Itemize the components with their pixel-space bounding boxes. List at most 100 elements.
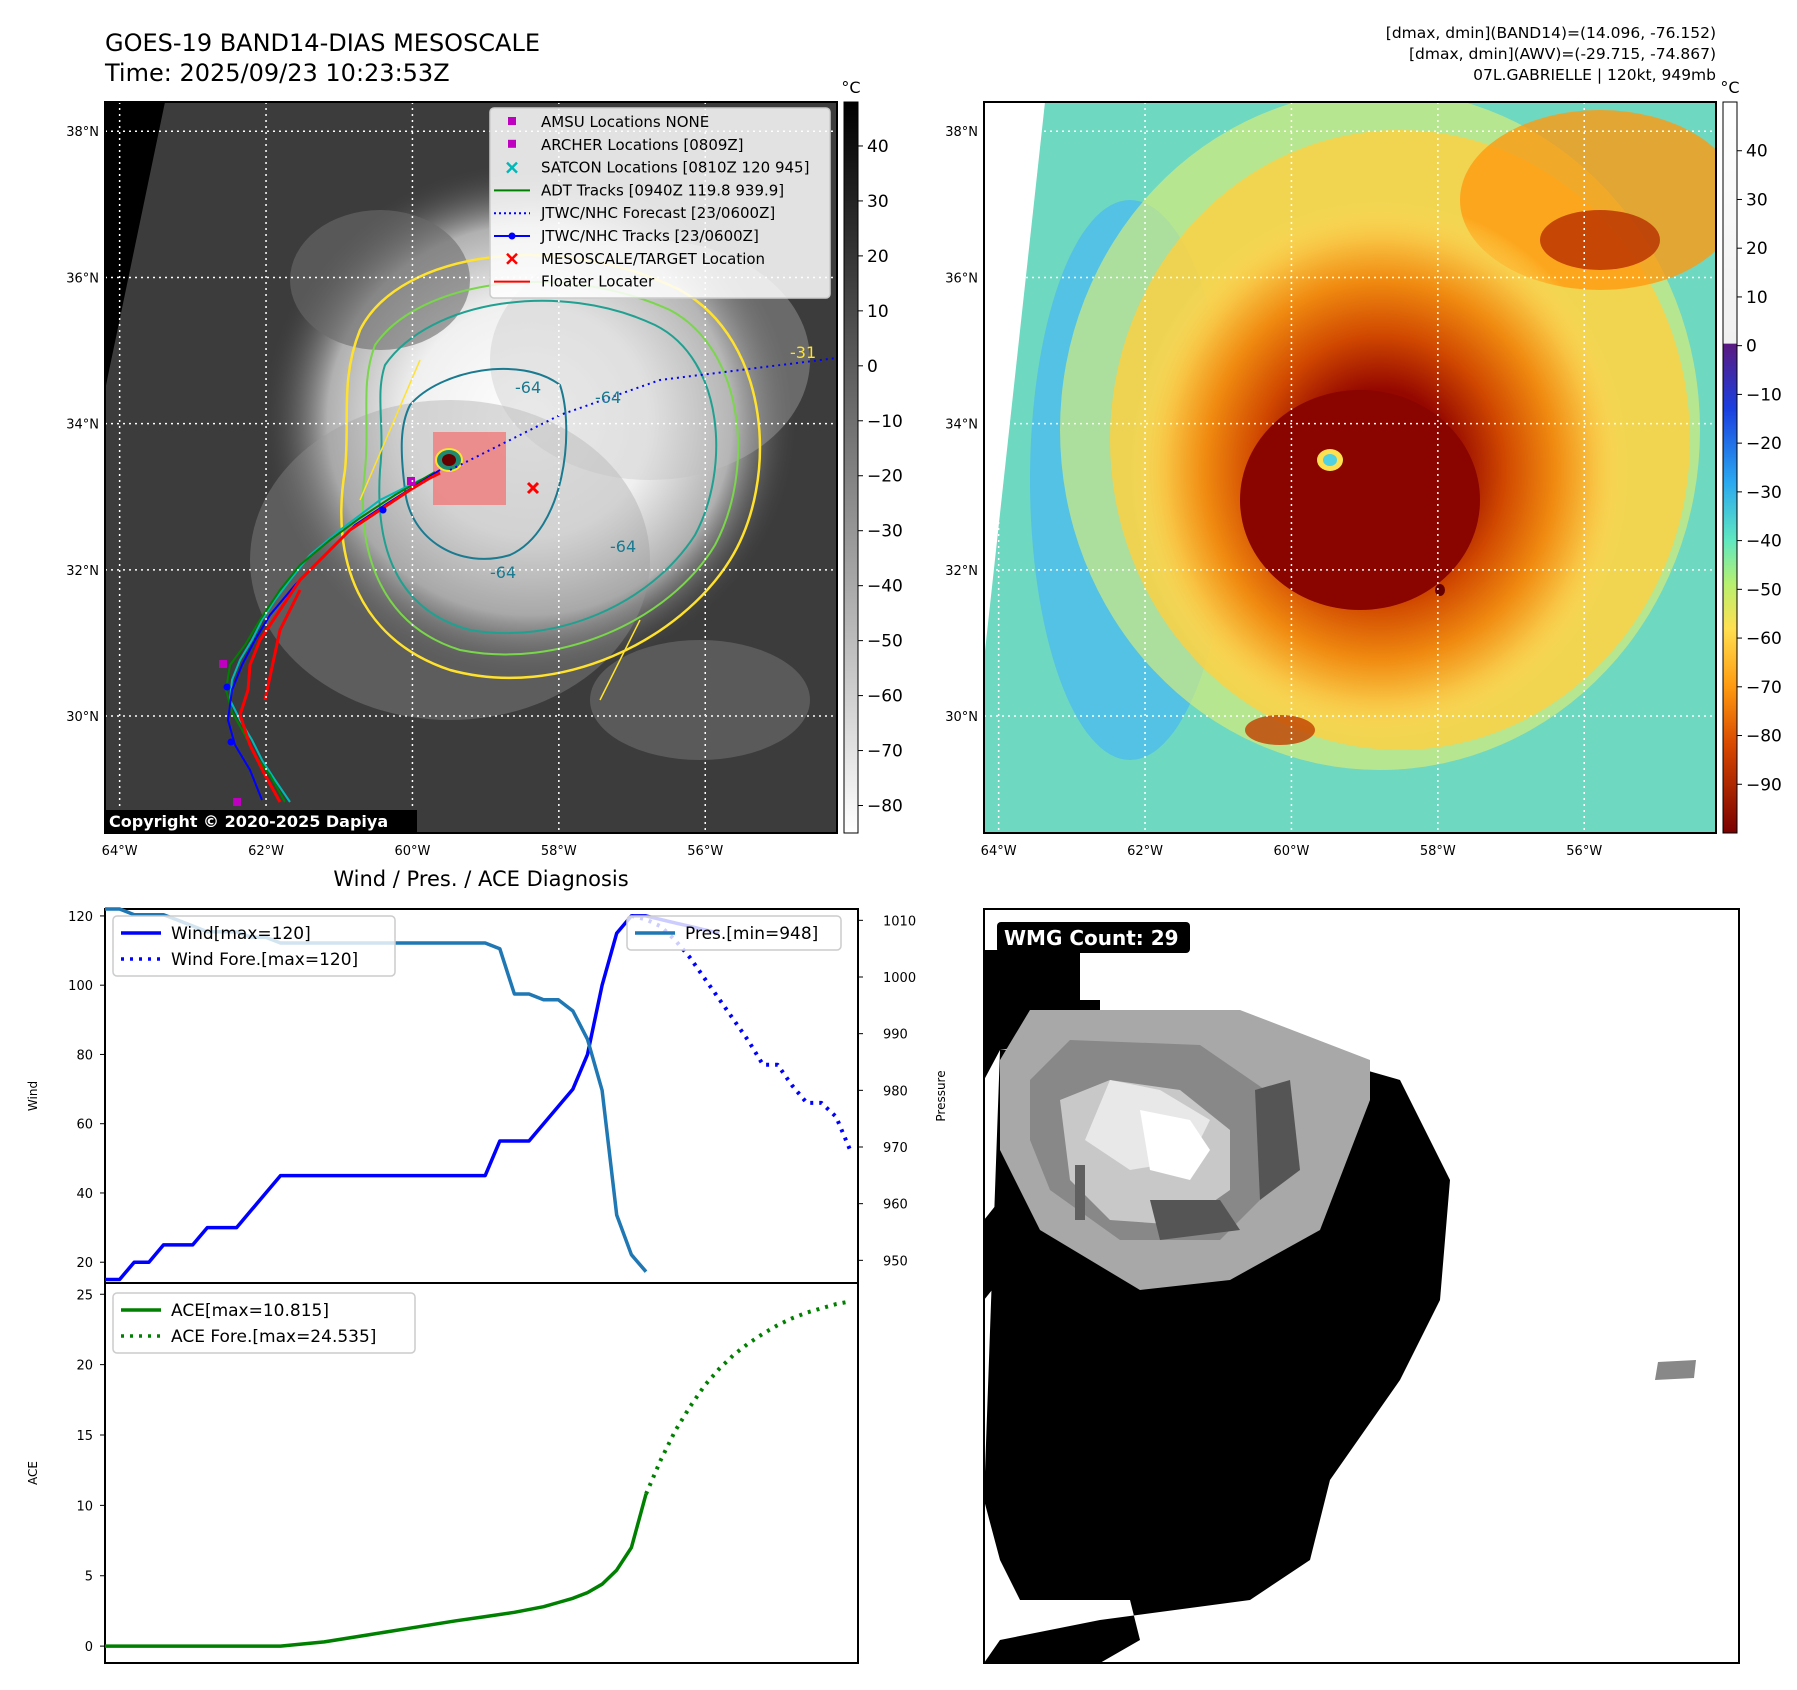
ir-colorbar-ticklabel: 20 [867, 247, 889, 267]
ace-legend-label: ACE Fore.[max=24.535] [171, 1327, 376, 1347]
target-location-marker [526, 481, 540, 495]
dias-lon-label: 64°W [981, 844, 1017, 859]
wind-legend-label: Pres.[min=948] [685, 924, 818, 944]
ir-colorbar-ticklabel: −70 [867, 742, 903, 762]
diag-title: Wind / Pres. / ACE Diagnosis [333, 867, 628, 891]
contour-label-4: -64 [610, 537, 636, 556]
dias-lon-label: 56°W [1566, 844, 1602, 859]
ace-series-1 [644, 1299, 852, 1495]
map-legend-item: AMSU Locations NONE [508, 113, 709, 131]
wind-ytick-right-label: 1000 [883, 971, 916, 986]
wind-ytick-label: 100 [68, 979, 93, 994]
map-legend-label: MESOSCALE/TARGET Location [541, 250, 765, 268]
ir-lon-label: 58°W [541, 844, 577, 859]
dias-map-gridlines [984, 102, 1716, 833]
ir-colorbar-ticklabel: −30 [867, 522, 903, 542]
ir-lat-label: 36°N [66, 271, 99, 286]
dias-lon-label: 58°W [1420, 844, 1456, 859]
contour-label-1: -64 [515, 378, 541, 397]
ace-ytick-label: 10 [76, 1499, 93, 1514]
map-legend-label: ADT Tracks [0940Z 119.8 939.9] [541, 181, 784, 199]
ir-colorbar-ticklabel: 0 [867, 357, 878, 377]
wind-ytick-right-label: 950 [883, 1254, 908, 1269]
wind-legend: Pres.[min=948] [626, 915, 842, 951]
dias-colorbar-ticklabel: −50 [1746, 580, 1782, 600]
wmg-count-label: WMG Count: 29 [1004, 926, 1179, 950]
map-legend-item: JTWC/NHC Forecast [23/0600Z] [494, 204, 775, 222]
map-legend-label: ARCHER Locations [0809Z] [541, 136, 744, 154]
dias-lat-label: 38°N [945, 125, 978, 140]
dias-lat-label: 34°N [945, 418, 978, 433]
dias-colorbar: °C 40 30 20 10 0 −10 −20 −30 −40 −50 −60 −70 −80 −90 [1720, 78, 1782, 834]
dias-colorbar-ticklabel: −80 [1746, 727, 1782, 747]
contour-label-2: -64 [595, 388, 621, 407]
figure-title: GOES-19 BAND14-DIAS MESOSCALE [105, 29, 540, 57]
wind-ytick-label: 60 [76, 1118, 93, 1133]
wind-ylabel-right: Pressure [934, 1070, 948, 1121]
ir-lat-label: 32°N [66, 564, 99, 579]
map-legend-label: JTWC/NHC Forecast [23/0600Z] [540, 204, 775, 222]
map-legend-item: Floater Locater [494, 273, 655, 291]
map-legend-item: SATCON Locations [0810Z 120 945] [506, 159, 809, 177]
dias-colorbar-ticklabel: 20 [1746, 239, 1768, 259]
ir-lat-label: 30°N [66, 710, 99, 725]
dias-colorbar-ticklabel: −70 [1746, 678, 1782, 698]
ir-colorbar-ticklabel: −10 [867, 412, 903, 432]
wind-ytick-label: 120 [68, 910, 93, 925]
ir-lon-label: 60°W [394, 844, 430, 859]
dias-colorbar-ticklabel: −10 [1746, 385, 1782, 405]
wind-ytick-right-label: 960 [883, 1198, 908, 1213]
ace-legend: ACE[max=10.815] ACE Fore.[max=24.535] [112, 1292, 416, 1354]
ir-colorbar-ticklabel: −20 [867, 467, 903, 487]
map-legend-label: JTWC/NHC Tracks [23/0600Z] [540, 227, 759, 245]
ir-lon-label: 64°W [102, 844, 138, 859]
ir-colorbar-ticklabel: 10 [867, 302, 889, 322]
ace-series-0 [105, 1493, 648, 1648]
wind-series-0 [105, 914, 720, 1282]
dias-colorbar-ticklabel: −40 [1746, 532, 1782, 552]
contour-label-5: -31 [790, 343, 816, 362]
ace-chart: 0 5 10 15 20 25 ACE ACE[max=10.815] ACE Fore.[ma… [26, 1282, 859, 1664]
wind-legend-label: Wind Fore.[max=120] [171, 950, 358, 970]
info-line-3: 07L.GABRIELLE | 120kt, 949mb [1473, 66, 1716, 84]
dias-map-ticklabels: 64°W 62°W 60°W 58°W 56°W 38°N 36°N 34°N 32°N 30°N [945, 125, 1602, 859]
dias-lat-label: 30°N [945, 710, 978, 725]
dias-lon-label: 60°W [1273, 844, 1309, 859]
dias-colorbar-ticklabel: 0 [1746, 337, 1757, 357]
info-line-2: [dmax, dmin](AWV)=(-29.715, -74.867) [1409, 45, 1716, 63]
map-legend-item: ADT Tracks [0940Z 119.8 939.9] [494, 181, 784, 199]
map-legend-label: AMSU Locations NONE [541, 113, 709, 131]
wind-series-1 [630, 913, 853, 1153]
ir-map-ticklabels: 64°W 62°W 60°W 58°W 56°W 38°N 36°N 34°N 32°N 30°N [66, 125, 723, 859]
dias-colorbar-ticklabel: −30 [1746, 483, 1782, 503]
ir-colorbar-ticklabel: 30 [867, 192, 889, 212]
ir-colorbar: °C 40 30 20 10 0 −10 −20 −30 −40 −50 −60 −70 −80 [841, 78, 903, 834]
ir-colorbar-ticklabel: 40 [867, 137, 889, 157]
map-legend-item: JTWC/NHC Tracks [23/0600Z] [494, 227, 759, 245]
ace-ylabel: ACE [26, 1461, 40, 1485]
wind-ytick-right-label: 990 [883, 1028, 908, 1043]
map-legend: AMSU Locations NONE ARCHER Locations [080… [489, 107, 831, 299]
wind-ytick-right-label: 970 [883, 1141, 908, 1156]
dias-colorbar-ticklabel: −20 [1746, 434, 1782, 454]
wind-ytick-label: 20 [76, 1256, 93, 1271]
info-line-1: [dmax, dmin](BAND14)=(14.096, -76.152) [1386, 24, 1716, 42]
wind-ylabel: Wind [26, 1081, 40, 1111]
ace-legend-label: ACE[max=10.815] [171, 1301, 329, 1321]
ir-lon-label: 56°W [687, 844, 723, 859]
dias-colorbar-ticklabel: 30 [1746, 190, 1768, 210]
ir-colorbar-ticklabel: −80 [867, 797, 903, 817]
wind-legend-label: Wind[max=120] [171, 924, 311, 944]
map-legend-label: Floater Locater [541, 273, 655, 291]
ace-ytick-label: 25 [76, 1288, 93, 1303]
wind-legend: Wind[max=120] Wind Fore.[max=120] [112, 915, 396, 977]
dias-colorbar-ticklabel: −90 [1746, 775, 1782, 795]
dias-lat-label: 32°N [945, 564, 978, 579]
ir-colorbar-unit: °C [841, 78, 860, 97]
ace-ytick-label: 15 [76, 1429, 93, 1444]
wind-ytick-right-label: 1010 [883, 914, 916, 929]
ir-map-panel: -64 -64 -64 -64 -31 64°W 62°W 60°W 58°W 56°W… [66, 101, 838, 859]
dias-colorbar-ticklabel: 40 [1746, 142, 1768, 162]
ace-ytick-label: 5 [85, 1570, 93, 1585]
